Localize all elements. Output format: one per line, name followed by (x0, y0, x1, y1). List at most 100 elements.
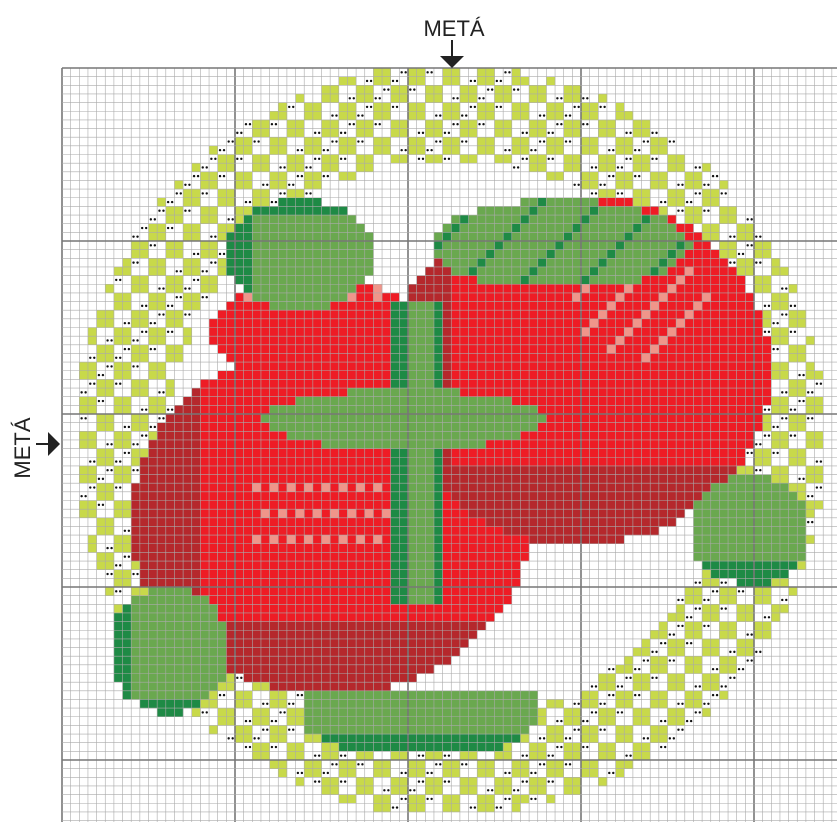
stitch-cell (797, 379, 807, 389)
stitch-cell (563, 439, 573, 449)
stitch-cell (624, 292, 634, 302)
stitch-cell (658, 258, 668, 268)
stitch-dot (612, 667, 615, 671)
stitch-cell (468, 777, 478, 787)
stitch-cell (96, 388, 106, 397)
stitch-cell (520, 258, 530, 268)
stitch-cell (745, 569, 755, 579)
stitch-dot (629, 676, 632, 680)
stitch-cell (451, 491, 461, 501)
stitch-cell (511, 760, 521, 769)
stitch-cell (459, 543, 469, 553)
stitch-cell (632, 439, 642, 449)
stitch-cell (719, 587, 729, 596)
stitch-cell (650, 526, 660, 536)
stitch-cell (408, 673, 417, 683)
stitch-cell (728, 474, 737, 484)
stitch-cell (312, 111, 322, 121)
stitch-cell (226, 561, 236, 570)
stitch-cell (779, 561, 789, 570)
stitch-cell (364, 379, 374, 389)
stitch-cell (719, 509, 729, 518)
stitch-cell (226, 621, 236, 631)
stitch-cell (286, 163, 296, 172)
stitch-cell (330, 448, 339, 458)
stitch-cell (546, 249, 556, 259)
stitch-cell (408, 483, 417, 493)
stitch-cell (399, 457, 409, 467)
stitch-cell (624, 232, 634, 242)
stitch-cell (555, 388, 564, 397)
stitch-cell (321, 327, 331, 337)
stitch-cell (468, 310, 478, 320)
stitch-cell (702, 448, 711, 458)
stitch-cell (174, 690, 184, 700)
stitch-cell (235, 145, 244, 155)
stitch-cell (762, 310, 772, 320)
stitch-cell (641, 327, 651, 337)
stitch-cell (788, 457, 798, 467)
stitch-cell (286, 578, 296, 588)
stitch-cell (157, 630, 166, 640)
stitch-cell (658, 734, 668, 743)
stitch-cell (442, 716, 452, 726)
stitch-cell (235, 725, 244, 735)
stitch-cell (529, 448, 538, 458)
stitch-dot (663, 745, 667, 749)
stitch-cell (295, 431, 305, 441)
stitch-cell (330, 526, 339, 536)
stitch-cell (511, 318, 521, 328)
stitch-cell (658, 621, 668, 631)
stitch-cell (408, 630, 417, 640)
stitch-cell (468, 93, 478, 103)
stitch-cell (745, 232, 755, 242)
stitch-cell (563, 379, 573, 389)
stitch-cell (330, 93, 339, 103)
stitch-cell (183, 517, 192, 527)
stitch-cell (364, 457, 374, 467)
stitch-cell (304, 258, 314, 268)
stitch-cell (684, 284, 694, 294)
stitch-cell (563, 370, 573, 380)
stitch-cell (338, 422, 348, 432)
stitch-dot (93, 460, 96, 463)
stitch-cell (330, 682, 339, 691)
stitch-cell (676, 336, 685, 345)
stitch-dot (694, 607, 697, 610)
stitch-cell (632, 509, 642, 518)
stitch-cell (260, 284, 270, 294)
stitch-cell (693, 543, 703, 553)
stitch-cell (572, 379, 582, 389)
stitch-cell (485, 292, 495, 302)
stitch-cell (382, 145, 391, 155)
stitch-cell (425, 561, 435, 570)
stitch-cell (347, 284, 357, 294)
stitch-cell (563, 292, 573, 302)
stitch-cell (235, 292, 244, 302)
stitch-cell (373, 327, 383, 337)
stitch-cell (684, 699, 694, 709)
stitch-dot (106, 443, 109, 446)
stitch-cell (191, 266, 201, 276)
stitch-cell (338, 725, 348, 735)
stitch-cell (364, 785, 374, 795)
stitch-cell (520, 76, 530, 86)
stitch-cell (295, 604, 305, 614)
stitch-cell (676, 275, 685, 285)
stitch-cell (650, 422, 660, 432)
stitch-cell (312, 448, 322, 458)
stitch-cell (364, 578, 374, 588)
stitch-cell (373, 439, 383, 449)
stitch-cell (451, 379, 461, 389)
stitch-cell (286, 284, 296, 294)
stitch-dot (599, 105, 602, 109)
stitch-cell (278, 673, 288, 683)
stitch-cell (572, 232, 582, 242)
stitch-dot (158, 417, 161, 420)
stitch-dot (599, 702, 602, 705)
stitch-cell (555, 197, 564, 207)
stitch-dot (218, 148, 222, 152)
stitch-cell (520, 708, 530, 717)
stitch-cell (338, 353, 348, 363)
stitch-dot (166, 408, 170, 411)
